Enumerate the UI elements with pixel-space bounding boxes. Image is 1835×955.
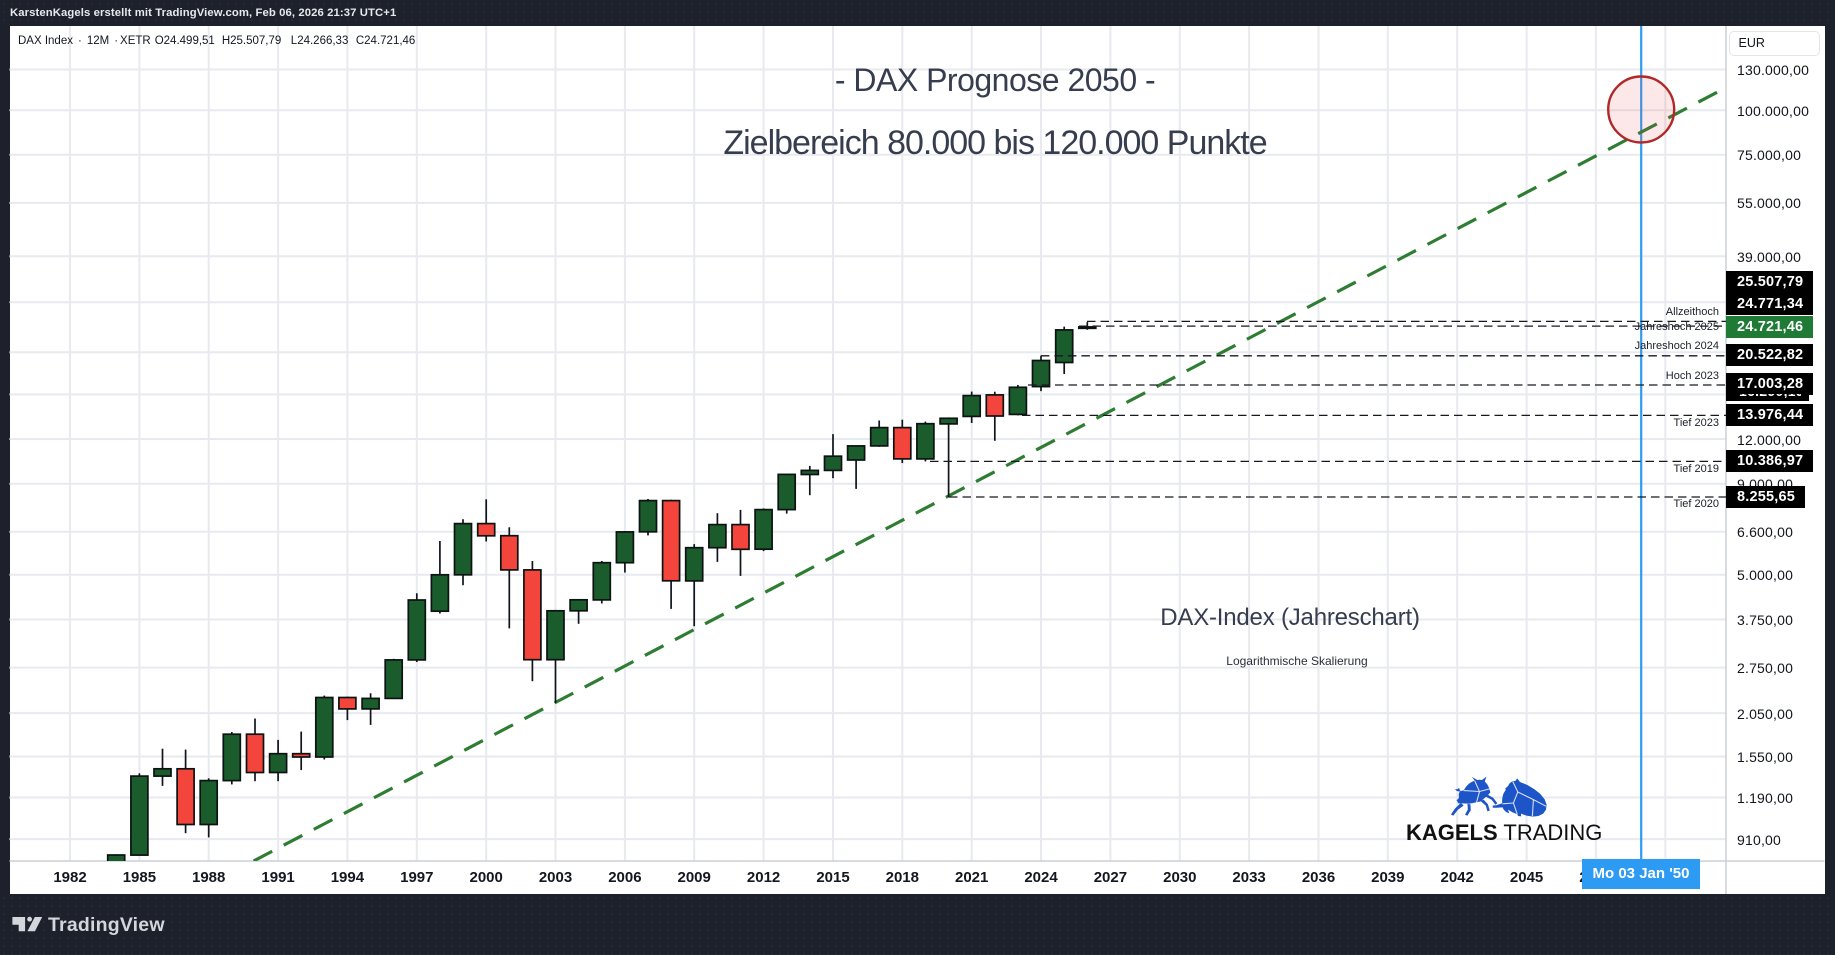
svg-text:TradingView: TradingView xyxy=(48,916,165,936)
